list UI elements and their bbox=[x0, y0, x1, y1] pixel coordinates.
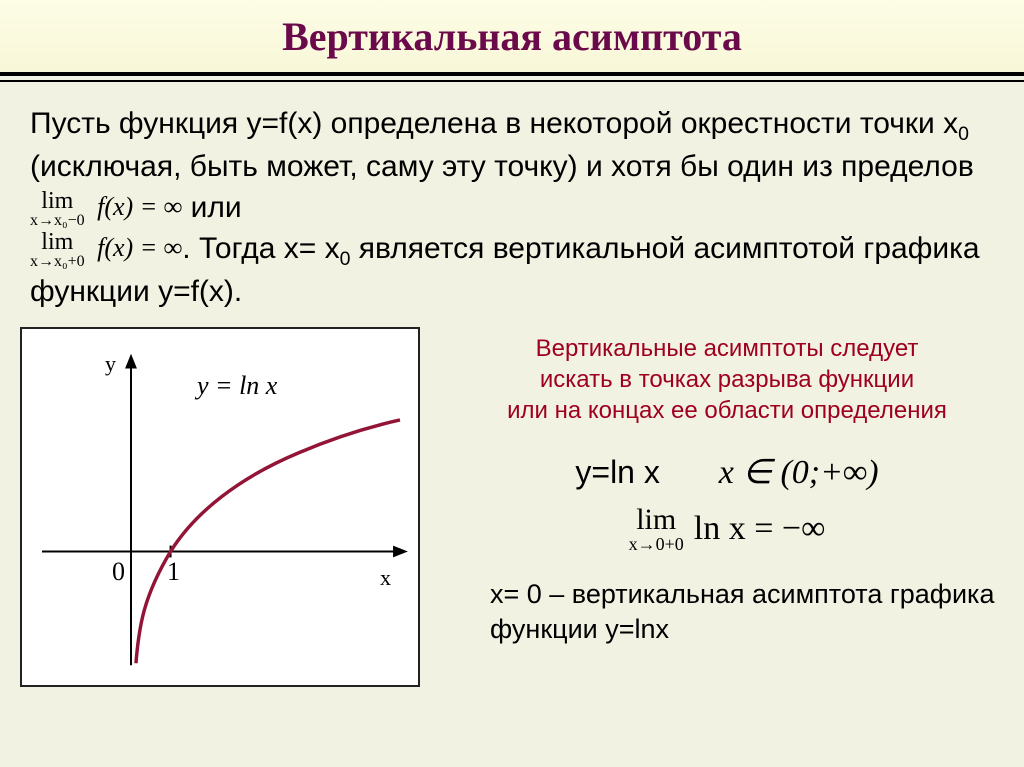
definition-paragraph: Пусть функция y=f(x) определена в некото… bbox=[0, 76, 1024, 327]
subscript-0b: 0 bbox=[340, 248, 351, 270]
limit-expr-right: lim x→x₀+0 f(x) = ∞ bbox=[30, 230, 182, 270]
or-word: или bbox=[191, 191, 242, 224]
definition-text-2: (исключая, быть может, саму эту точку) и… bbox=[30, 150, 974, 183]
lower-section: y y = ln x 0 1 x Вертикальные асимптоты … bbox=[0, 327, 1024, 687]
subscript-0: 0 bbox=[958, 123, 969, 145]
title-bar: Вертикальная асимптота bbox=[0, 0, 1024, 76]
definition-text-1: Пусть функция y=f(x) определена в некото… bbox=[30, 107, 958, 140]
limit-expr-left: lim x→x₀−0 f(x) = ∞ bbox=[30, 189, 182, 229]
graph-box: y y = ln x 0 1 x bbox=[20, 327, 420, 687]
example-header: y=ln x x ∈ (0;+∞) bbox=[450, 452, 1004, 492]
y-axis-label: y bbox=[105, 351, 116, 377]
example-fn: y=ln x bbox=[575, 454, 659, 490]
y-axis-arrow bbox=[125, 353, 137, 368]
example-limit: lim x→0+0 ln x = −∞ bbox=[450, 500, 1004, 553]
x-axis-arrow bbox=[393, 545, 408, 557]
page-title: Вертикальная асимптота bbox=[282, 13, 742, 60]
tick-1-label: 1 bbox=[167, 557, 180, 587]
origin-label: 0 bbox=[112, 557, 125, 587]
definition-text-3: . Тогда x= x bbox=[182, 232, 339, 265]
curve-equation-label: y = ln x bbox=[197, 371, 277, 401]
conclusion-text: x= 0 – вертикальная асимптота графика фу… bbox=[450, 577, 1004, 647]
right-column: Вертикальные асимптоты следует искать в … bbox=[450, 327, 1004, 687]
x-axis-label: x bbox=[380, 565, 391, 591]
hint-text: Вертикальные асимптоты следует искать в … bbox=[450, 333, 1004, 427]
ln-curve bbox=[136, 420, 400, 663]
example-domain: x ∈ (0;+∞) bbox=[719, 454, 879, 491]
